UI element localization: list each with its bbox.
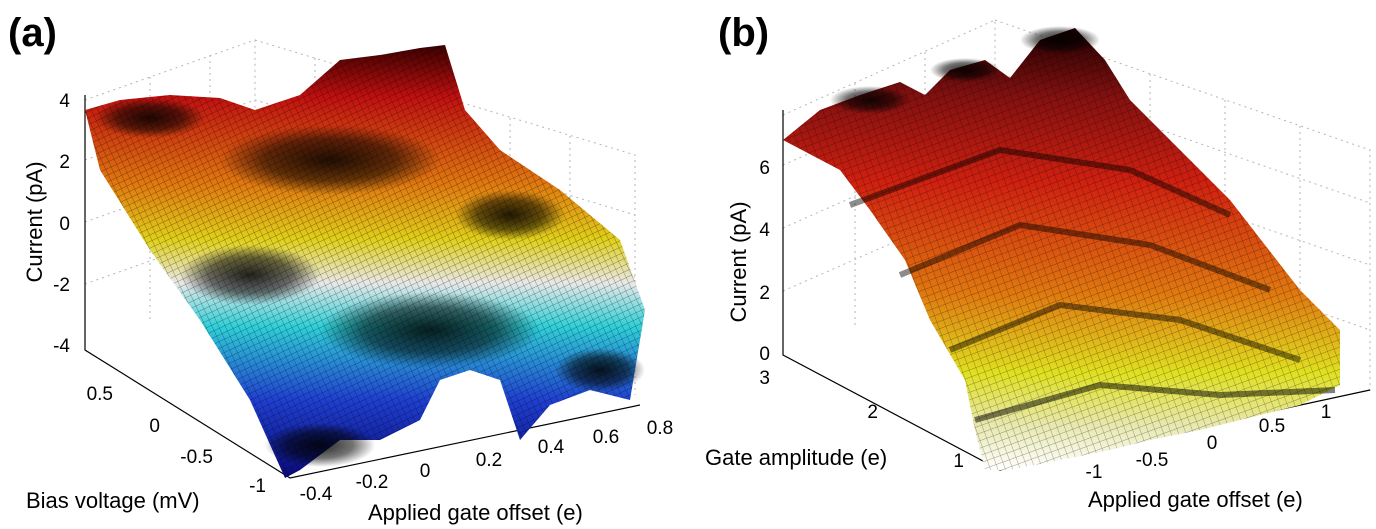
panel-a-y-tick: 0 xyxy=(149,416,160,437)
panel-a-x-label: Applied gate offset (e) xyxy=(368,500,583,525)
panel-a-label: (a) xyxy=(8,11,57,55)
panel-a-z-tick: 4 xyxy=(59,91,70,112)
panel-a-z-ticks: 4 2 0 -2 -4 xyxy=(53,91,70,357)
panel-a-z-tick: 2 xyxy=(59,152,70,173)
panel-b-z-tick: 4 xyxy=(759,220,770,241)
panel-b-y-tick: 1 xyxy=(953,451,964,472)
panel-a-z-tick: -2 xyxy=(53,275,70,296)
panel-a-x-tick: 0 xyxy=(420,461,431,482)
panel-b-x-tick: -0.5 xyxy=(1136,450,1169,471)
panel-a-x-tick: -0.2 xyxy=(356,472,389,493)
panel-b: (b) 6 4 2 0 Current (pA) xyxy=(705,11,1371,512)
panel-a-x-tick: 0.4 xyxy=(538,437,565,458)
panel-a-z-tick: 0 xyxy=(59,214,70,235)
panel-b-x-tick: 0.5 xyxy=(1259,416,1285,437)
panel-b-x-tick: 0 xyxy=(1207,433,1218,454)
panel-a-z-label: Current (pA) xyxy=(22,161,47,282)
panel-b-z-tick: 2 xyxy=(759,283,770,304)
panel-b-y-tick: 2 xyxy=(867,402,878,423)
panel-b-z-tick: 0 xyxy=(759,344,770,365)
panel-b-z-ticks: 6 4 2 0 xyxy=(759,158,770,365)
panel-a: (a) 4 2 0 -2 -4 Current xyxy=(8,11,673,525)
panel-a-y-tick: -0.5 xyxy=(180,447,213,468)
panel-a-x-tick: 0.8 xyxy=(647,418,673,439)
panel-a-y-label: Bias voltage (mV) xyxy=(26,488,200,513)
panel-a-y-ticks: 0.5 0 -0.5 -1 xyxy=(87,384,266,497)
panel-a-y-tick: 0.5 xyxy=(87,384,113,405)
panel-b-surface xyxy=(783,26,1340,470)
panel-b-x-ticks: -1 -0.5 0 0.5 1 xyxy=(1086,402,1332,483)
panel-a-x-ticks: -0.4 -0.2 0 0.2 0.4 0.6 0.8 xyxy=(300,418,674,505)
panel-a-x-tick: -0.4 xyxy=(300,484,333,505)
panel-b-x-label: Applied gate offset (e) xyxy=(1088,487,1303,512)
panel-b-x-tick: -1 xyxy=(1086,462,1103,483)
panel-a-x-tick: 0.2 xyxy=(476,450,502,471)
panel-a-surface xyxy=(85,45,645,478)
panel-b-y-label: Gate amplitude (e) xyxy=(705,445,887,470)
panel-b-z-label: Current (pA) xyxy=(726,201,751,322)
panel-a-z-tick: -4 xyxy=(53,336,70,357)
panel-a-x-tick: 0.6 xyxy=(593,427,619,448)
panel-b-label: (b) xyxy=(718,11,769,55)
panel-a-y-tick: -1 xyxy=(249,476,266,497)
panel-b-y-tick: 3 xyxy=(759,368,770,389)
panel-b-x-tick: 1 xyxy=(1321,402,1332,423)
panel-a-z-axis xyxy=(84,95,641,479)
panel-b-y-ticks: 3 2 1 xyxy=(759,368,964,472)
panel-b-z-tick: 6 xyxy=(759,158,770,179)
